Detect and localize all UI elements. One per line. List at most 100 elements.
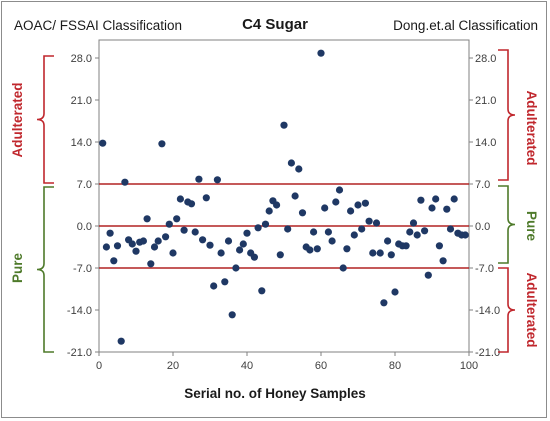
data-point xyxy=(228,311,236,319)
data-point xyxy=(162,233,170,241)
x-tick-label: 0 xyxy=(96,360,102,372)
left-y-tick-label: 0.0 xyxy=(77,221,92,233)
data-point xyxy=(280,121,288,129)
left-adulterated-label: Adulterated xyxy=(10,82,25,157)
right-adulterated-bottom-label: Adulterated xyxy=(524,272,539,347)
data-point xyxy=(250,253,258,261)
data-point xyxy=(202,194,210,202)
x-tick-label: 100 xyxy=(460,360,478,372)
data-point xyxy=(358,225,366,233)
right-y-tick-label: 0.0 xyxy=(475,221,490,233)
data-point xyxy=(139,237,147,245)
data-point xyxy=(154,237,162,245)
data-point xyxy=(169,249,177,257)
left-y-tick-label: -7.0 xyxy=(73,263,92,275)
data-point xyxy=(102,243,110,251)
data-point xyxy=(432,195,440,203)
data-point xyxy=(158,140,166,148)
data-point xyxy=(195,175,203,183)
data-point xyxy=(191,228,199,236)
data-point xyxy=(284,225,292,233)
x-tick-label: 60 xyxy=(315,360,327,372)
right-y-tick-label: 28.0 xyxy=(475,53,496,65)
data-point xyxy=(380,299,388,307)
data-point xyxy=(384,237,392,245)
x-tick-label: 40 xyxy=(241,360,253,372)
data-point xyxy=(369,249,377,257)
data-point xyxy=(335,186,344,194)
data-point xyxy=(310,228,318,236)
data-point xyxy=(147,260,155,268)
data-point xyxy=(439,257,447,265)
data-point xyxy=(265,207,273,215)
data-point xyxy=(187,200,196,208)
data-point xyxy=(376,249,384,257)
data-point xyxy=(298,209,307,217)
right-y-tick-label: 14.0 xyxy=(475,137,496,149)
left-y-tick-label: 21.0 xyxy=(71,95,92,107)
left-y-tick-label: -14.0 xyxy=(67,305,92,317)
data-point xyxy=(261,220,270,228)
data-point xyxy=(128,240,136,248)
data-point xyxy=(176,195,184,203)
data-point xyxy=(239,240,247,248)
data-point xyxy=(236,246,244,254)
right-y-tick-label: -14.0 xyxy=(475,305,500,317)
right-adulterated-bottom-bracket xyxy=(498,267,516,353)
aoac-fssai-classification-title: AOAC/ FSSAI Classification xyxy=(14,18,183,33)
data-point xyxy=(110,257,118,265)
right-y-tick-label: 21.0 xyxy=(475,95,496,107)
data-point xyxy=(213,176,221,184)
data-point xyxy=(424,271,432,279)
data-point xyxy=(350,231,358,239)
data-point xyxy=(365,217,373,225)
data-point xyxy=(391,288,399,296)
data-point xyxy=(443,205,451,213)
data-point xyxy=(387,251,395,259)
data-point xyxy=(243,229,251,237)
data-point xyxy=(106,229,114,237)
data-point xyxy=(435,242,443,250)
data-point xyxy=(339,264,347,272)
dong-classification-title: Dong.et.al Classification xyxy=(393,18,538,33)
right-pure-label: Pure xyxy=(524,211,539,242)
left-y-tick-label: 14.0 xyxy=(71,137,92,149)
data-point xyxy=(332,198,340,206)
data-point xyxy=(402,242,410,250)
data-point xyxy=(417,196,425,204)
data-point xyxy=(180,226,188,234)
data-point xyxy=(99,139,107,147)
chart-title: C4 Sugar xyxy=(242,16,308,33)
data-point xyxy=(206,241,214,249)
data-point xyxy=(328,237,336,245)
data-point xyxy=(409,219,418,227)
data-point xyxy=(291,192,299,200)
data-point xyxy=(258,287,266,295)
data-point xyxy=(165,220,173,228)
data-point xyxy=(461,231,469,239)
left-y-tick-label: 28.0 xyxy=(71,53,92,65)
data-point xyxy=(446,225,455,233)
data-point xyxy=(372,219,381,227)
data-point xyxy=(450,195,458,203)
data-point xyxy=(276,251,284,259)
data-point xyxy=(421,227,429,235)
data-point xyxy=(354,201,362,209)
data-point xyxy=(306,246,314,254)
data-point xyxy=(273,201,281,209)
data-point xyxy=(313,245,321,253)
x-axis-label: Serial no. of Honey Samples xyxy=(184,386,366,401)
data-point xyxy=(143,215,151,223)
data-point xyxy=(317,49,325,57)
data-point xyxy=(217,249,225,257)
data-point xyxy=(254,224,262,232)
data-point xyxy=(347,207,355,215)
right-y-tick-label: -7.0 xyxy=(475,263,494,275)
left-y-tick-label: -21.0 xyxy=(67,347,92,359)
data-point xyxy=(117,337,125,345)
data-point xyxy=(150,243,159,251)
data-point xyxy=(343,245,351,253)
data-point xyxy=(295,165,303,173)
